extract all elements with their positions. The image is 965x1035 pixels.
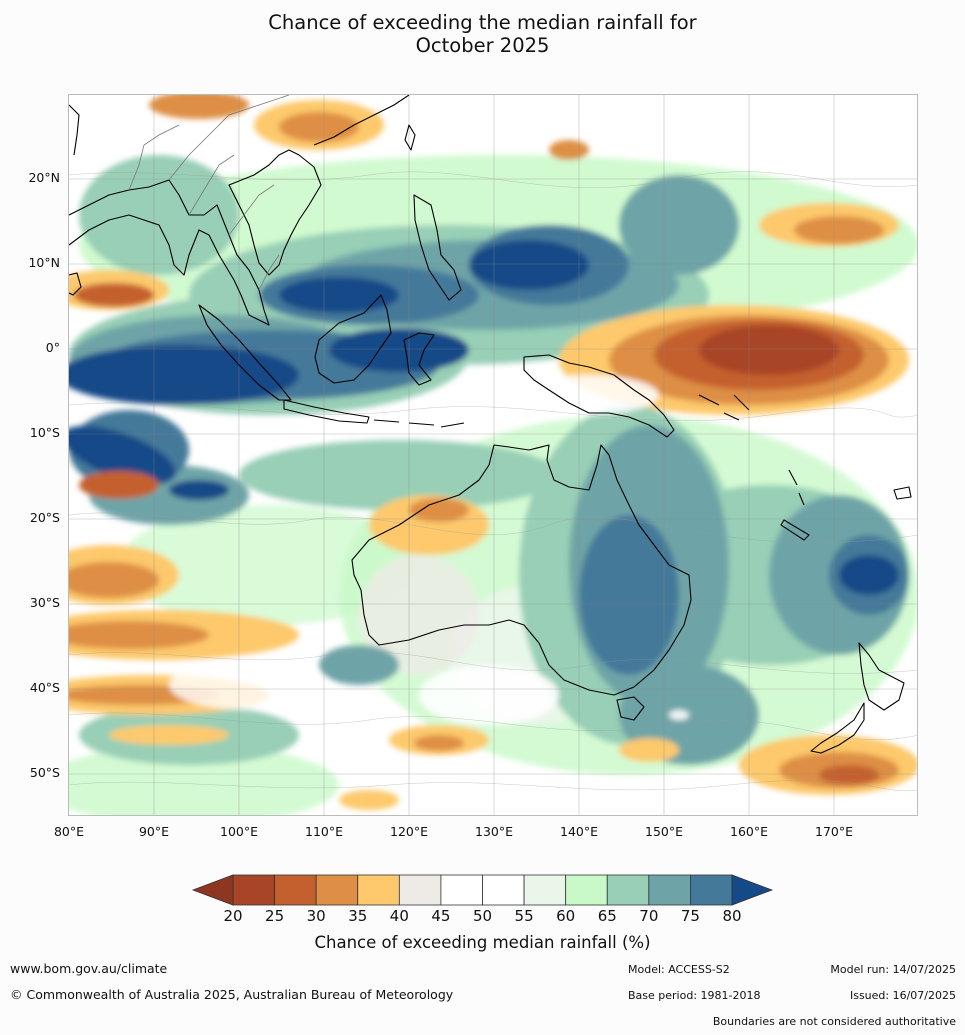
model-name: Model: ACCESS-S2 (628, 963, 730, 976)
borneo-coastline (314, 294, 392, 384)
lat-label-40s: 40°S (29, 680, 60, 695)
colorbar-tick-label: 65 (597, 907, 617, 925)
colorbar-tick-label: 60 (556, 907, 576, 925)
colorbar-tick-label: 35 (348, 907, 368, 925)
lat-label-10s: 10°S (29, 425, 60, 440)
asia-coastline (69, 179, 270, 326)
lon-label-150e: 150°E (644, 824, 684, 839)
sulawesi-coastline (403, 332, 435, 386)
colorbar-below-arrow (191, 874, 234, 906)
new-guinea-coastline (523, 354, 675, 438)
new-caledonia (780, 519, 810, 541)
colorbar-label: Chance of exceeding median rainfall (%) (314, 933, 651, 952)
lat-label-equator: 0° (45, 340, 60, 355)
colorbar-tick-label: 70 (639, 907, 659, 925)
new-zealand-north-island (858, 642, 905, 711)
lon-label-130e: 130°E (474, 824, 514, 839)
china-coastline (313, 95, 410, 146)
colorbar-cell (565, 874, 608, 906)
lat-label-50s: 50°S (29, 765, 60, 780)
colorbar-cell (690, 874, 733, 906)
colorbar-cell (648, 874, 691, 906)
lon-label-170e: 170°E (814, 824, 854, 839)
tasmania-coastline (616, 696, 645, 721)
lon-label-140e: 140°E (559, 824, 599, 839)
vanuatu-islands (788, 469, 805, 506)
colorbar-cell (274, 874, 317, 906)
colorbar-tick-label: 50 (472, 907, 493, 925)
map-canvas (69, 95, 917, 815)
colorbar-tick-label: 25 (265, 907, 285, 925)
colorbar-tick-label: 45 (431, 907, 451, 925)
base-period: Base period: 1981-2018 (628, 989, 761, 1002)
colorbar-cell (523, 874, 567, 906)
colorbar-cell (482, 874, 525, 906)
title-line-1: Chance of exceeding the median rainfall … (268, 11, 697, 34)
lesser-sunda-islands (373, 419, 465, 428)
australia-coastline (351, 444, 692, 696)
lon-label-80e: 80°E (53, 824, 85, 839)
lon-label-100e: 100°E (219, 824, 259, 839)
fiji-islands (893, 486, 912, 500)
philippines-coastline (413, 194, 462, 301)
lon-label-90e: 90°E (138, 824, 170, 839)
java-coastline (283, 399, 370, 424)
colorbar-cell (398, 874, 442, 906)
colorbar-above-arrow (731, 874, 774, 906)
lon-label-120e: 120°E (389, 824, 429, 839)
colorbar (191, 874, 774, 906)
lat-label-20n: 20°N (28, 170, 60, 185)
new-zealand-south-island (810, 702, 865, 754)
colorbar-cell (315, 874, 359, 906)
lat-label-30s: 30°S (29, 595, 60, 610)
colorbar-tick-label: 80 (722, 907, 742, 925)
colorbar-cell (606, 874, 650, 906)
colorbar-cell (357, 874, 400, 906)
map-title: Chance of exceeding the median rainfall … (0, 11, 965, 57)
rainfall-map (68, 94, 918, 816)
colorbar-cell (232, 874, 275, 906)
lat-label-10n: 10°N (28, 255, 60, 270)
india-coastline (69, 104, 80, 156)
colorbar-tick-label: 55 (514, 907, 534, 925)
taiwan-coastline (404, 124, 416, 151)
colorbar-tick-label: 75 (680, 907, 700, 925)
boundaries-disclaimer: Boundaries are not considered authoritat… (712, 1015, 956, 1028)
lon-label-110e: 110°E (304, 824, 344, 839)
colorbar-cell (440, 874, 483, 906)
copyright-text: © Commonwealth of Australia 2025, Austra… (10, 987, 454, 1002)
lon-label-160e: 160°E (729, 824, 769, 839)
lat-label-20s: 20°S (29, 510, 60, 525)
solomon-islands (698, 394, 750, 421)
website-link[interactable]: www.bom.gov.au/climate (10, 961, 168, 976)
issued-date: Issued: 16/07/2025 (849, 989, 956, 1002)
country-borders (128, 95, 290, 291)
sri-lanka-coastline (69, 272, 82, 296)
colorbar-cells (232, 874, 733, 906)
indochina-coastline (228, 149, 322, 276)
colorbar-tick-label: 20 (223, 907, 243, 925)
colorbar-tick-label: 40 (389, 907, 409, 925)
contour-lines (69, 171, 917, 791)
coastlines (69, 95, 912, 754)
colorbar-tick-label: 30 (306, 907, 326, 925)
model-run-date: Model run: 14/07/2025 (830, 963, 956, 976)
title-line-2: October 2025 (415, 34, 550, 57)
